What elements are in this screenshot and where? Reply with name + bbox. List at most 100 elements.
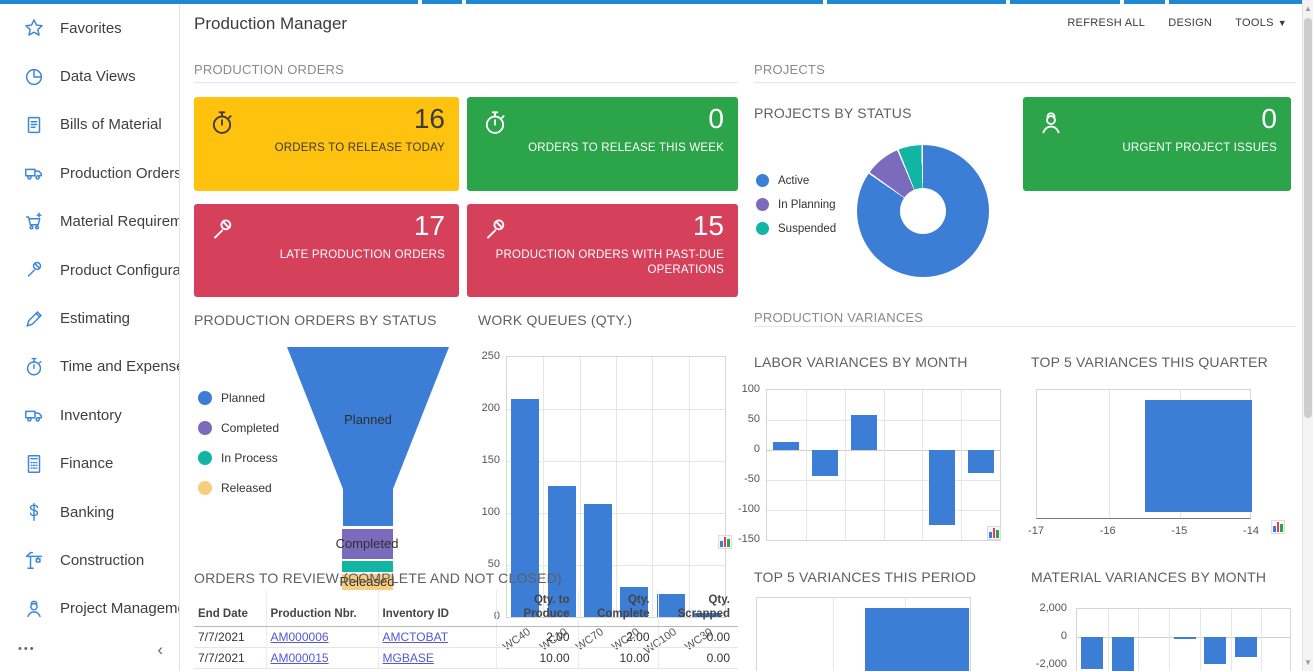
scroll-up-icon[interactable]: ▲ [1304,4,1312,13]
production-orders-funnel-chart[interactable]: Planned Completed Released [287,347,449,595]
bar [812,450,839,476]
sidebar-item-bills-of-material[interactable]: Bills of Material [0,101,179,149]
divider [754,82,1296,83]
stopwatch-icon [485,111,505,134]
kpi-label: URGENT PROJECT ISSUES [1122,142,1277,154]
kpi-value: 0 [1261,103,1277,134]
sidebar-item-data-views[interactable]: Data Views [0,52,179,100]
sidebar-item-time-and-expenses[interactable]: Time and Expenses [0,343,179,391]
labor-variances-chart [766,389,1001,541]
kpi-tile-late-production-orders[interactable]: 17 LATE PRODUCTION ORDERS [194,204,459,297]
sidebar-item-label: Production Orders [60,164,179,182]
legend-swatch [198,451,212,465]
bar [773,442,800,450]
column-header[interactable]: Inventory ID [378,590,497,627]
column-header[interactable]: Production Nbr. [266,590,379,627]
legend-swatch [198,481,212,495]
record-link[interactable]: MGBASE [382,651,434,665]
kpi-tile-urgent-project-issues[interactable]: 0 URGENT PROJECT ISSUES [1023,97,1291,191]
sidebar-item-material-requirem[interactable]: Material Requirem... [0,198,179,246]
sidebar-item-favorites[interactable]: Favorites [0,4,179,52]
sidebar-item-construction[interactable]: Construction [0,536,179,584]
projects-by-status-donut-chart[interactable] [857,145,989,277]
divider [754,326,1296,327]
sidebar-item-inventory[interactable]: Inventory [0,391,179,439]
wrench-icon [481,216,509,244]
sidebar-item-banking[interactable]: Banking [0,488,179,536]
tools-button[interactable]: TOOLS ▼ [1235,17,1287,29]
chart-type-icon[interactable] [987,526,1001,540]
kpi-tile-orders-to-release-this-week[interactable]: 0 ORDERS TO RELEASE THIS WEEK [467,97,738,191]
sidebar-item-estimating[interactable]: Estimating [0,294,179,342]
chart-title-projects-by-status: PROJECTS BY STATUS [754,105,912,121]
gridline [616,357,617,617]
gridline [805,390,807,540]
scrollbar-thumb[interactable] [1304,18,1312,418]
vertical-scrollbar[interactable]: ▲ ▼ [1302,0,1313,671]
column-header[interactable]: End Date [194,590,267,627]
truck-icon [25,410,43,423]
sidebar: Favorites Data Views Bills of Material Prod… [0,4,180,671]
gridline [883,390,885,540]
gridline [652,357,654,617]
gridline [579,357,581,617]
chart-type-icon[interactable] [1271,520,1285,534]
legend-swatch [756,174,769,187]
x-axis-tick-label: -14 [1243,525,1259,537]
widget-top-border [827,0,1006,4]
refresh-all-button[interactable]: REFRESH ALL [1067,17,1146,29]
y-axis-tick-label: -100 [737,503,760,515]
gridline [543,357,545,617]
y-axis-tick-label: 2,000 [1039,602,1067,614]
chart-type-icon[interactable] [718,535,732,549]
design-button[interactable]: DESIGN [1168,17,1213,29]
column-header[interactable]: Qty. to Produce [496,590,579,627]
column-header[interactable]: Qty. Complete [578,590,659,627]
more-options-icon[interactable]: ••• [18,643,36,655]
sidebar-item-production-orders[interactable]: Production Orders [0,149,179,197]
sidebar-item-product-configurator[interactable]: Product Configurator [0,246,179,294]
legend-label: Released [221,481,272,495]
kpi-tile-past-due-operations[interactable]: 15 PRODUCTION ORDERS WITH PAST-DUE OPERA… [467,204,738,297]
sidebar-item-label: Time and Expenses [60,358,179,376]
bar [1173,637,1196,640]
kpi-tile-orders-to-release-today[interactable]: 16 ORDERS TO RELEASE TODAY [194,97,459,191]
legend-item: Suspended [756,222,836,235]
dollar-icon [29,503,39,522]
table-row: 7/7/2021 AM000015 MGBASE 10.00 10.00 0.00 [194,647,738,669]
record-link[interactable]: AMCTOBAT [382,630,449,644]
divider [194,82,738,83]
wrench-icon [208,216,236,244]
bar [967,450,994,473]
gridline [922,390,924,540]
orders-to-review-table: End Date Production Nbr. Inventory ID Qty. … [194,590,738,669]
record-link[interactable]: AM000006 [270,630,329,644]
calculator-icon [27,454,41,473]
y-axis-tick-label: -50 [744,473,760,485]
record-link[interactable]: AM000015 [270,651,329,665]
truck-icon [25,168,43,181]
legend-item: In Process [198,451,278,465]
chart-title-material-variances: MATERIAL VARIANCES BY MONTH [1031,569,1267,585]
cell-value: 7/7/2021 [198,630,245,644]
sidebar-item-finance[interactable]: Finance [0,440,179,488]
wrench-icon [487,219,505,239]
legend-label: In Planning [778,198,836,211]
crane-icon [25,552,43,570]
document-icon [27,116,41,134]
legend-label: Suspended [778,222,837,235]
column-header[interactable]: Qty. Scrapped [658,590,738,627]
cell-value: 2.00 [546,630,570,644]
legend-item: Planned [198,391,265,405]
sidebar-item-label: Inventory [60,406,122,424]
collapse-sidebar-icon[interactable]: ‹ [157,639,163,659]
bar [851,415,878,450]
top5-period-chart [756,597,971,671]
scroll-down-icon[interactable]: ▼ [1304,658,1312,667]
sidebar-item-project-management[interactable]: Project Management [0,585,179,633]
x-axis-tick-label: -15 [1171,525,1188,537]
header-actions: REFRESH ALL DESIGN TOOLS ▼ [1067,17,1287,29]
y-axis-tick-label: 100 [481,506,500,518]
legend-item: Released [198,481,272,495]
